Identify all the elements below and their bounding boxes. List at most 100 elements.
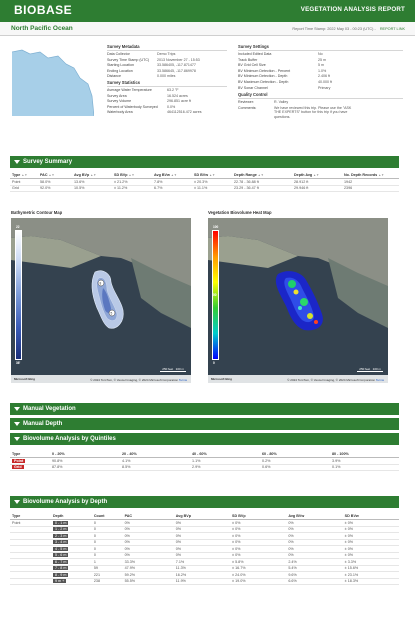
column-header[interactable]: SD BVw xyxy=(342,513,399,520)
cell-value: ± 3.3% xyxy=(344,559,357,564)
kv-row: Track Buffer 25 m xyxy=(238,58,403,64)
kv-key: BV Grid Cell Size xyxy=(238,63,266,68)
biobase-logo[interactable]: BIOBASE xyxy=(14,3,73,17)
biovolume-legend-mid: 50 xyxy=(213,293,217,297)
sort-icon[interactable]: ▲▼ xyxy=(209,173,216,177)
kv-row: Percent of Waterbody Surveyed 0.0% xyxy=(107,105,227,111)
table-cell: 9.6% xyxy=(286,571,343,579)
cell-value: 28.912 ft xyxy=(294,179,309,184)
column-header[interactable]: Depth Range▲▼ xyxy=(232,172,292,179)
kv-value: 1.0% xyxy=(318,68,327,73)
quality-control-block: Quality Control Reviewer: R. Valley Comm… xyxy=(238,92,403,120)
sort-icon[interactable]: ▲▼ xyxy=(378,173,385,177)
table-cell: 0 xyxy=(91,545,123,553)
sort-icon[interactable]: ▲▼ xyxy=(257,173,264,177)
column-header[interactable]: 0 - 20% xyxy=(50,451,120,458)
kv-key: Percent of Waterbody Surveyed xyxy=(107,104,158,109)
column-header-label: No. Depth Records xyxy=(344,173,378,177)
kv-value: 63.2 °F xyxy=(167,88,179,92)
cell-value: 47.9% xyxy=(124,566,136,571)
column-header[interactable]: Type xyxy=(10,451,50,458)
sort-icon[interactable]: ▲▼ xyxy=(21,173,28,177)
cell-value: ± 11.1% xyxy=(194,186,208,191)
cell-value: 3 - 4 m xyxy=(52,540,69,545)
table-cell: ± 0% xyxy=(342,526,399,533)
cell-value: Point xyxy=(12,520,21,525)
cell-value: 9.6% xyxy=(288,572,297,577)
survey-statistics-title: Survey Statistics xyxy=(107,80,227,87)
table-cell: 7 - 8 m xyxy=(50,565,92,572)
sort-icon[interactable]: ▲▼ xyxy=(48,173,55,177)
column-header[interactable]: No. Depth Records▲▼ xyxy=(342,172,399,179)
column-header[interactable]: Avg BVp▲▼ xyxy=(72,172,112,179)
column-header[interactable]: 60 - 80% xyxy=(260,451,330,458)
kv-row: BV Minimum Detection - Depth 2.406 ft xyxy=(238,74,403,80)
table-cell: 58.0% xyxy=(38,178,72,186)
table-cell: 2.9% xyxy=(190,464,260,471)
cell-value: 58.0% xyxy=(40,179,51,184)
timestamp-text: Report Time Stamp: 2022 May 03 - 00:23 (… xyxy=(292,26,374,31)
column-header[interactable]: PAC▲▼ xyxy=(38,172,72,179)
column-header[interactable]: Depth xyxy=(50,513,92,520)
table-cell: ± 21.2% xyxy=(112,178,152,186)
table-cell: ± 23.1% xyxy=(342,571,399,579)
table-cell: 0% xyxy=(173,552,231,559)
column-header[interactable]: 80 - 100% xyxy=(330,451,399,458)
quintiles-header[interactable]: Biovolume Analysis by Quintiles xyxy=(10,433,399,445)
column-header[interactable]: Avg BVw▲▼ xyxy=(152,172,192,179)
table-cell: ± 16.7% xyxy=(230,565,287,572)
manual-depth-header[interactable]: Manual Depth xyxy=(10,418,399,430)
survey-summary-header[interactable]: Survey Summary xyxy=(10,156,399,168)
bathymetric-contour-map[interactable]: 8 5 22 36' 250 feet 100 m Microsoft Bing… xyxy=(11,218,191,383)
sort-icon[interactable]: ▲▼ xyxy=(170,173,177,177)
column-header[interactable]: SD BVp xyxy=(230,513,287,520)
column-header[interactable]: Type xyxy=(10,513,51,520)
column-header[interactable]: 20 - 40% xyxy=(120,451,190,458)
cell-value: ± 0% xyxy=(232,553,241,558)
column-header[interactable]: Count xyxy=(91,513,123,520)
sort-icon[interactable]: ▲▼ xyxy=(313,173,320,177)
by-depth-header[interactable]: Biovolume Analysis by Depth xyxy=(10,496,399,508)
table-cell: ± 0% xyxy=(230,532,287,540)
terms-link[interactable]: Terms xyxy=(178,377,187,382)
table-cell: ± 11.2% xyxy=(112,185,152,192)
kv-value: 0.0% xyxy=(167,104,176,109)
biovolume-heat-map[interactable]: 100 50 0 250 feet 100 m Microsoft Bing ©… xyxy=(208,218,388,383)
map-scale-left: 250 feet 100 m xyxy=(160,367,186,372)
cell-value: 0% xyxy=(288,527,294,532)
cell-value: 0 xyxy=(93,546,96,551)
sort-icon[interactable]: ▲▼ xyxy=(90,173,97,177)
column-header-label: SD BVw xyxy=(344,514,359,518)
collapse-triangle-icon xyxy=(14,406,20,411)
report-link[interactable]: REPORT LINK xyxy=(379,26,405,31)
table-cell: 0 xyxy=(91,532,123,540)
column-header[interactable]: PAC xyxy=(122,513,174,520)
kv-value: 25 m xyxy=(318,57,326,62)
table-cell: 1942 xyxy=(342,178,399,186)
cell-value: 7.8% xyxy=(154,179,163,184)
bathymetric-map-title: Bathymetric Contour Map xyxy=(11,210,63,215)
table-cell: Grid xyxy=(10,464,50,471)
table-cell xyxy=(10,571,51,579)
kv-row: BV Grid Cell Size 5 m xyxy=(238,63,403,69)
kv-key: BV Sonar Channel xyxy=(238,85,268,90)
column-header[interactable]: Depth Avg▲▼ xyxy=(292,172,342,179)
section-label: Manual Vegetation xyxy=(23,405,76,412)
cell-value: ± 0% xyxy=(344,533,354,538)
column-header[interactable]: SD BVp▲▼ xyxy=(112,172,152,179)
sort-icon[interactable]: ▲▼ xyxy=(128,173,135,177)
kv-key: Starting Location xyxy=(107,63,134,68)
survey-settings-block: Survey Settings Included Edited Data No Tr… xyxy=(238,44,403,91)
column-header[interactable]: Avg BVw xyxy=(286,513,343,520)
cell-value: 1 - 2 m xyxy=(52,527,69,532)
kv-value: Primary xyxy=(318,85,331,90)
kv-value: 0.000 miles xyxy=(157,74,176,79)
column-header[interactable]: 40 - 60% xyxy=(190,451,260,458)
column-header[interactable]: Avg BVp xyxy=(173,513,231,520)
manual-vegetation-header[interactable]: Manual Vegetation xyxy=(10,403,399,415)
column-header[interactable]: Type▲▼ xyxy=(10,172,38,179)
column-header[interactable]: SD BVw▲▼ xyxy=(192,172,232,179)
cell-value: Grid xyxy=(12,465,24,470)
terms-link[interactable]: Terms xyxy=(375,377,384,382)
table-cell: ± 18.3% xyxy=(342,578,399,585)
